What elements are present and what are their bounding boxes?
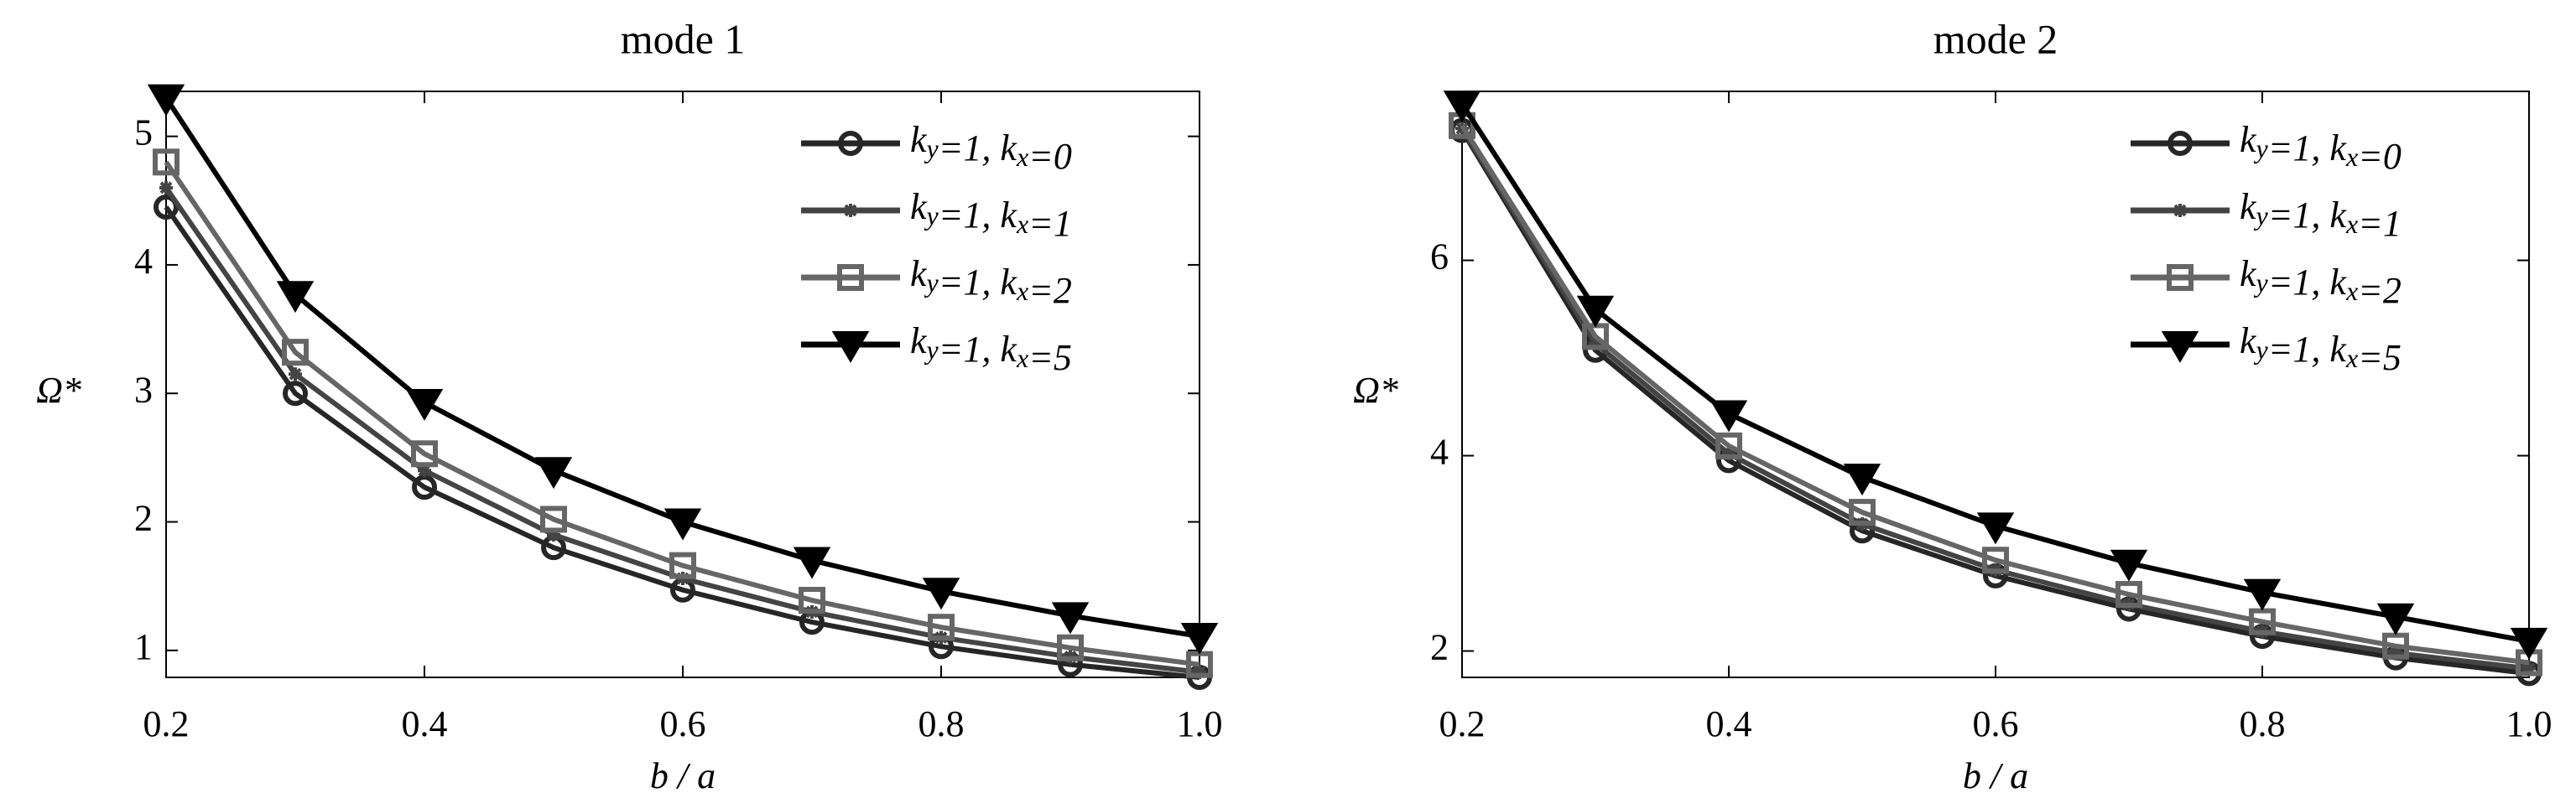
legend-label: ky=1, kx=5 xyxy=(910,320,1072,378)
x-tick-label: 1.0 xyxy=(1177,703,1223,744)
y-tick-label: 4 xyxy=(1430,432,1449,473)
y-tick-label: 3 xyxy=(134,369,153,410)
x-tick-label: 0.4 xyxy=(402,703,448,744)
x-tick-label: 0.8 xyxy=(919,703,965,744)
series-line xyxy=(164,160,1200,667)
legend-marker xyxy=(831,331,870,363)
data-point xyxy=(922,578,960,610)
plot-frame xyxy=(1461,91,2530,678)
data-point xyxy=(1710,400,1748,433)
data-point xyxy=(1589,336,1602,350)
data-point xyxy=(1193,665,1206,679)
data-point xyxy=(418,464,431,478)
legend-label: ky=1, kx=1 xyxy=(2240,186,2402,244)
x-axis-label: b / a xyxy=(1963,755,2028,796)
legend-marker xyxy=(837,264,864,291)
data-point xyxy=(1722,447,1736,461)
legend-label: ky=1, kx=1 xyxy=(910,186,1072,244)
data-point xyxy=(2522,661,2536,676)
y-axis-label: Ω* xyxy=(36,370,81,411)
chart-title: mode 2 xyxy=(1933,15,2058,62)
x-tick-label: 0.8 xyxy=(2240,703,2286,744)
x-tick-label: 0.2 xyxy=(1439,703,1486,744)
data-point xyxy=(1443,91,1481,123)
legend-label: ky=1, kx=2 xyxy=(2240,253,2402,311)
data-point xyxy=(2249,608,2276,635)
y-tick-label: 4 xyxy=(134,241,153,282)
y-tick-label: 5 xyxy=(134,112,153,153)
data-point xyxy=(1849,499,1876,526)
x-tick-label: 0.6 xyxy=(660,703,706,744)
y-tick-label: 6 xyxy=(1430,236,1449,277)
data-point xyxy=(793,547,831,579)
x-axis-label: b / a xyxy=(650,755,716,796)
data-point xyxy=(547,527,560,542)
series-line xyxy=(164,205,1200,680)
data-point xyxy=(411,440,438,468)
legend-marker xyxy=(2167,131,2193,156)
data-point xyxy=(664,508,702,541)
y-tick-label: 1 xyxy=(134,626,153,667)
data-point xyxy=(1051,602,1090,635)
data-point xyxy=(540,506,567,533)
data-point xyxy=(1576,295,1615,328)
data-point xyxy=(1843,464,1881,496)
legend-marker xyxy=(2161,331,2199,363)
data-point xyxy=(928,614,955,641)
data-point xyxy=(2376,603,2415,635)
x-tick-label: 0.6 xyxy=(1973,703,2019,744)
series-line xyxy=(1460,124,2530,666)
legend-marker xyxy=(844,204,857,217)
data-point xyxy=(289,367,302,381)
data-point xyxy=(1976,512,2015,545)
x-tick-label: 0.2 xyxy=(143,703,190,744)
legend-marker xyxy=(2167,264,2194,291)
data-point xyxy=(2243,578,2282,611)
data-point xyxy=(405,388,444,421)
data-point xyxy=(276,281,315,314)
data-point xyxy=(1180,622,1219,655)
data-point xyxy=(2110,549,2148,582)
data-point xyxy=(669,552,696,579)
data-point xyxy=(153,148,180,176)
legend-marker xyxy=(838,131,863,156)
data-point xyxy=(154,194,179,220)
data-point xyxy=(282,339,309,366)
y-tick-label: 2 xyxy=(134,498,153,539)
data-point xyxy=(283,381,308,407)
legend-marker xyxy=(2173,204,2187,217)
data-point xyxy=(799,587,825,615)
data-point xyxy=(2510,627,2548,660)
y-tick-label: 2 xyxy=(1430,627,1449,668)
data-point xyxy=(1982,547,2009,574)
legend-label: ky=1, kx=0 xyxy=(2240,119,2402,177)
y-axis-label: Ω* xyxy=(1353,370,1398,411)
data-point xyxy=(147,84,185,117)
data-point xyxy=(2115,580,2142,608)
chart-title: mode 1 xyxy=(621,15,746,62)
data-point xyxy=(1057,634,1084,661)
data-point xyxy=(159,180,173,194)
data-point xyxy=(2382,632,2409,660)
data-point xyxy=(2389,646,2402,660)
legend-label: ky=1, kx=0 xyxy=(910,119,1072,177)
data-point xyxy=(1715,432,1742,459)
x-tick-label: 0.4 xyxy=(1706,703,1752,744)
legend-label: ky=1, kx=2 xyxy=(910,253,1072,311)
data-point xyxy=(534,457,573,490)
x-tick-label: 1.0 xyxy=(2506,703,2553,744)
legend-label: ky=1, kx=5 xyxy=(2240,320,2402,378)
